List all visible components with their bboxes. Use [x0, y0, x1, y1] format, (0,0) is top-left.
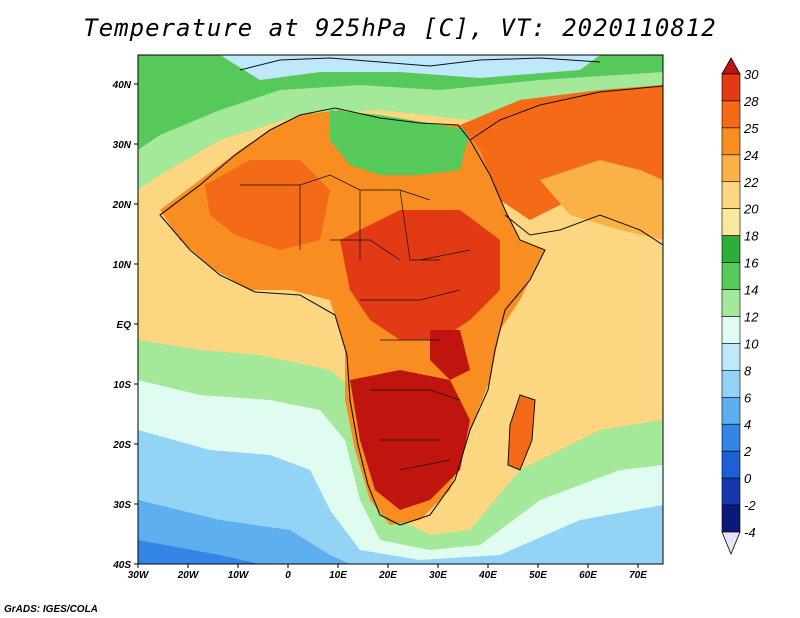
colorbar-label: 18 [744, 229, 759, 244]
colorbar-label: 24 [743, 148, 758, 163]
map-field [138, 55, 663, 564]
field-eastafrica-core [430, 330, 470, 380]
lon-label: 20W [177, 570, 200, 581]
colorbar-swatch [721, 154, 741, 183]
colorbar-label: -2 [744, 498, 756, 513]
madagascar-coastline [507, 394, 536, 471]
colorbar-label: 14 [744, 283, 758, 298]
lat-label: 10S [113, 380, 131, 391]
field-south-deep [138, 500, 350, 564]
colorbar-bottom-triangle [721, 531, 741, 556]
lat-label: 40S [112, 560, 131, 571]
colorbar-label: 25 [743, 121, 759, 136]
colorbar-swatch [721, 289, 741, 317]
colorbar-swatch [721, 208, 741, 236]
lon-label: 20E [378, 570, 397, 581]
colorbar-label: 22 [743, 175, 759, 190]
colorbar-label: 16 [744, 256, 759, 271]
colorbar-swatch [721, 181, 741, 210]
lon-label: 10W [228, 570, 250, 581]
colorbar-swatch [721, 370, 741, 398]
colorbar-label: 20 [743, 202, 759, 217]
lon-label: 70E [629, 570, 647, 581]
asia-coastline [469, 85, 663, 141]
colorbar-top-triangle [721, 57, 741, 75]
colorbar-label: 2 [743, 444, 752, 459]
lat-label: 20S [112, 440, 131, 451]
colorbar-label: 6 [744, 390, 752, 405]
colorbar-label: 12 [744, 309, 759, 324]
colorbar-label: -4 [744, 525, 756, 540]
colorbar-swatch [721, 504, 741, 533]
lon-label: 10E [329, 570, 347, 581]
colorbar-swatch [721, 343, 741, 371]
colorbar-label: 30 [744, 67, 759, 82]
colorbar-swatch [721, 477, 741, 506]
lat-label: 20N [112, 200, 132, 211]
lon-label: 0 [285, 570, 291, 581]
colorbar-swatch [721, 235, 741, 263]
field-south-deepest [138, 540, 260, 564]
colorbar-swatch [721, 450, 741, 479]
tick-marks [134, 83, 639, 568]
field-central-hot [340, 210, 500, 340]
colorbar-swatch [721, 396, 741, 425]
colorbar-swatch [721, 127, 741, 156]
field-arabia-mid [540, 160, 663, 240]
field-europe-cool [220, 55, 600, 80]
lon-label: 30E [429, 570, 447, 581]
lon-label: 40E [478, 570, 497, 581]
lat-label: 30N [113, 140, 132, 151]
map-title: Temperature at 925hPa [C], VT: 202011081… [83, 14, 717, 42]
colorbar-label: 28 [743, 94, 759, 109]
lon-label: 30W [128, 570, 150, 581]
lon-label: 60E [579, 570, 597, 581]
country-borders [240, 174, 471, 471]
colorbar-swatch [721, 423, 741, 452]
colorbar-swatch [721, 73, 741, 102]
colorbar-label: 4 [744, 417, 751, 432]
lon-label: 50E [529, 570, 547, 581]
lat-label: 40N [112, 80, 132, 91]
colorbar-label: 8 [744, 363, 752, 378]
lat-label: 30S [113, 500, 131, 511]
europe-coastline [239, 57, 601, 71]
arabia-coastline [504, 214, 663, 246]
field-westafrica-hot [205, 160, 330, 250]
credit-text: GrADS: IGES/COLA [4, 604, 98, 615]
colorbar-swatch [721, 316, 741, 344]
colorbar-label: 0 [744, 471, 752, 486]
field-madagascar [508, 395, 535, 470]
colorbar-swatch [721, 100, 741, 129]
africa-coastline [159, 107, 546, 526]
lat-label: EQ [117, 320, 132, 331]
lat-label: 10N [113, 260, 132, 271]
map-frame [137, 54, 664, 565]
colorbar-swatch [721, 262, 741, 290]
colorbar-label: 10 [744, 336, 759, 351]
field-sahara-cool [330, 110, 470, 175]
